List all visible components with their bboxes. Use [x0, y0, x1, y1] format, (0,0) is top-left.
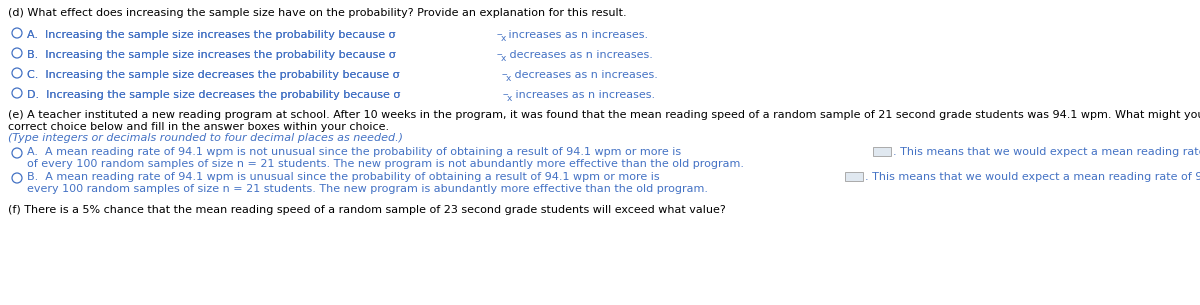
Text: ̅x: ̅x: [506, 74, 512, 83]
Text: increases as n increases.: increases as n increases.: [511, 90, 655, 100]
Text: (f) There is a 5% chance that the mean reading speed of a random sample of 23 se: (f) There is a 5% chance that the mean r…: [8, 205, 726, 215]
Text: D.  Increasing the sample size decreases the probability because σ: D. Increasing the sample size decreases …: [28, 90, 401, 100]
Text: C.  Increasing the sample size decreases the probability because σ: C. Increasing the sample size decreases …: [28, 70, 400, 80]
Text: ̅x: ̅x: [502, 34, 506, 43]
Text: ̅x: ̅x: [502, 54, 508, 63]
Text: B.  Increasing the sample size increases the probability because σ: B. Increasing the sample size increases …: [28, 50, 396, 60]
Text: A.  Increasing the sample size increases the probability because σ: A. Increasing the sample size increases …: [28, 30, 396, 40]
Text: increases as n increases.: increases as n increases.: [505, 30, 649, 40]
Text: C.  Increasing the sample size decreases the probability because σ: C. Increasing the sample size decreases …: [28, 70, 400, 80]
Text: (d) What effect does increasing the sample size have on the probability? Provide: (d) What effect does increasing the samp…: [8, 8, 626, 18]
Text: (Type integers or decimals rounded to four decimal places as needed.): (Type integers or decimals rounded to fo…: [8, 133, 403, 143]
Text: decreases as n increases.: decreases as n increases.: [506, 50, 653, 60]
Text: D.  Increasing the sample size decreases the probability because σ: D. Increasing the sample size decreases …: [28, 90, 401, 100]
Text: B.  Increasing the sample size increases the probability because σ: B. Increasing the sample size increases …: [28, 50, 396, 60]
Text: of every 100 random samples of size n = 21 students. The new program is not abun: of every 100 random samples of size n = …: [28, 159, 744, 169]
Text: (e) A teacher instituted a new reading program at school. After 10 weeks in the : (e) A teacher instituted a new reading p…: [8, 110, 1200, 120]
Text: decreases as n increases.: decreases as n increases.: [511, 70, 658, 80]
Text: B.  A mean reading rate of 94.1 wpm is unusual since the probability of obtainin: B. A mean reading rate of 94.1 wpm is un…: [28, 172, 660, 182]
FancyBboxPatch shape: [874, 147, 892, 156]
Text: . This means that we would expect a mean reading rate of 94.1 or higher from a p: . This means that we would expect a mean…: [893, 147, 1200, 157]
FancyBboxPatch shape: [845, 172, 863, 181]
Text: A.  A mean reading rate of 94.1 wpm is not unusual since the probability of obta: A. A mean reading rate of 94.1 wpm is no…: [28, 147, 682, 157]
Text: ̅x: ̅x: [508, 94, 514, 103]
Text: every 100 random samples of size n = 21 students. The new program is abundantly : every 100 random samples of size n = 21 …: [28, 184, 708, 194]
Text: A.  Increasing the sample size increases the probability because σ: A. Increasing the sample size increases …: [28, 30, 396, 40]
Text: correct choice below and fill in the answer boxes within your choice.: correct choice below and fill in the ans…: [8, 122, 389, 132]
Text: . This means that we would expect a mean reading rate of 94.1 or higher from a p: . This means that we would expect a mean…: [865, 172, 1200, 182]
